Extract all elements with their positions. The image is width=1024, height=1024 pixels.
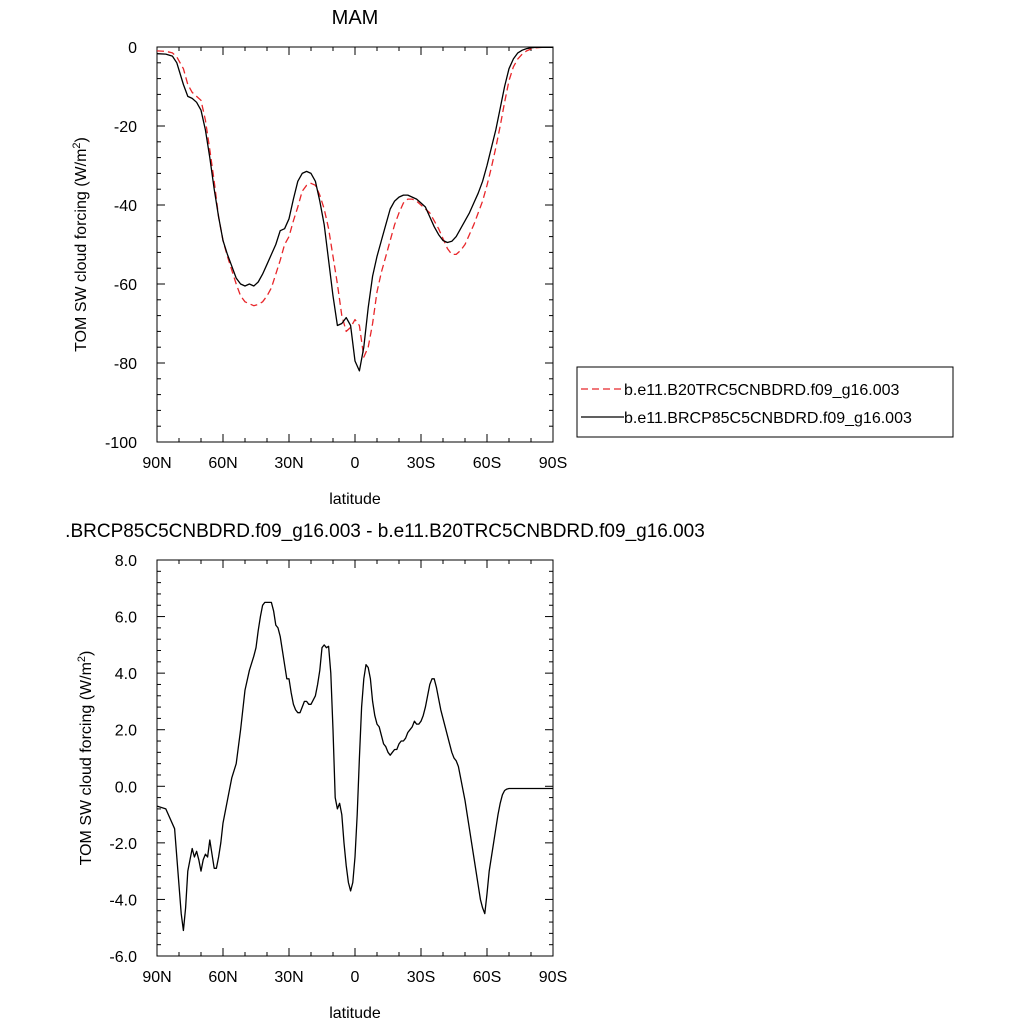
y-axis-label-text: TOM SW cloud forcing (W/m bbox=[78, 662, 95, 865]
x-tick-label: 30S bbox=[407, 455, 435, 472]
panel-2: .BRCP85C5CNBDRD.f09_g16.003 - b.e11.B20T… bbox=[65, 521, 705, 1022]
x-tick-label: 90S bbox=[539, 455, 567, 472]
x-tick-label: 90N bbox=[142, 969, 171, 986]
x-tick-label: 30N bbox=[274, 455, 303, 472]
y-tick-label: 6.0 bbox=[115, 610, 137, 627]
chart-title: MAM bbox=[332, 7, 379, 29]
y-tick-label: -100 bbox=[105, 435, 137, 452]
x-tick-label: 60N bbox=[208, 969, 237, 986]
y-tick-label: 0.0 bbox=[115, 779, 137, 796]
x-tick-label: 60S bbox=[473, 455, 501, 472]
x-axis-label: latitude bbox=[329, 1005, 381, 1022]
y-axis-label-superscript: 2 bbox=[71, 142, 83, 148]
y-axis-label-close: ) bbox=[73, 137, 90, 142]
y-tick-label: 2.0 bbox=[115, 723, 137, 740]
y-axis-label-close: ) bbox=[78, 651, 95, 656]
y-axis-label-superscript: 2 bbox=[76, 656, 88, 662]
y-axis-label: TOM SW cloud forcing (W/m2) bbox=[71, 137, 90, 352]
y-tick-label: -40 bbox=[114, 198, 137, 215]
legend-label-1: b.e11.B20TRC5CNBDRD.f09_g16.003 bbox=[624, 382, 900, 399]
y-axis-label-text: TOM SW cloud forcing (W/m bbox=[73, 149, 90, 352]
y-tick-label: 0 bbox=[128, 40, 137, 57]
y-tick-label: -60 bbox=[114, 277, 137, 294]
legend-label-2: b.e11.BRCP85C5CNBDRD.f09_g16.003 bbox=[624, 410, 912, 427]
legend-box bbox=[576, 366, 954, 438]
x-tick-label: 90N bbox=[142, 455, 171, 472]
series-line-2 bbox=[157, 47, 553, 372]
y-axis-label: TOM SW cloud forcing (W/m2) bbox=[76, 651, 95, 866]
panel-1: MAM 90N 60N 30N 0 30S 60S 90S 0 -20 -40 -60 -80 -100 l… bbox=[71, 7, 954, 508]
y-tick-label: -2.0 bbox=[109, 836, 137, 853]
x-tick-label: 30S bbox=[407, 969, 435, 986]
y-tick-label: 4.0 bbox=[115, 666, 137, 683]
plot-frame bbox=[156, 46, 554, 443]
x-tick-label: 0 bbox=[351, 969, 360, 986]
x-tick-label: 0 bbox=[351, 455, 360, 472]
y-tick-label: 8.0 bbox=[115, 553, 137, 570]
y-tick-label: -4.0 bbox=[109, 892, 137, 909]
y-tick-label: -6.0 bbox=[109, 949, 137, 966]
x-tick-label: 30N bbox=[274, 969, 303, 986]
plot-frame bbox=[156, 559, 554, 957]
chart-title: .BRCP85C5CNBDRD.f09_g16.003 - b.e11.B20T… bbox=[65, 521, 705, 542]
y-tick-label: -80 bbox=[114, 356, 137, 373]
x-axis-label: latitude bbox=[329, 491, 381, 508]
x-tick-label: 60N bbox=[208, 455, 237, 472]
x-tick-label: 90S bbox=[539, 969, 567, 986]
y-tick-label: -20 bbox=[114, 119, 137, 136]
x-tick-label: 60S bbox=[473, 969, 501, 986]
series-line-1 bbox=[157, 47, 553, 358]
series-line-1 bbox=[157, 601, 553, 932]
